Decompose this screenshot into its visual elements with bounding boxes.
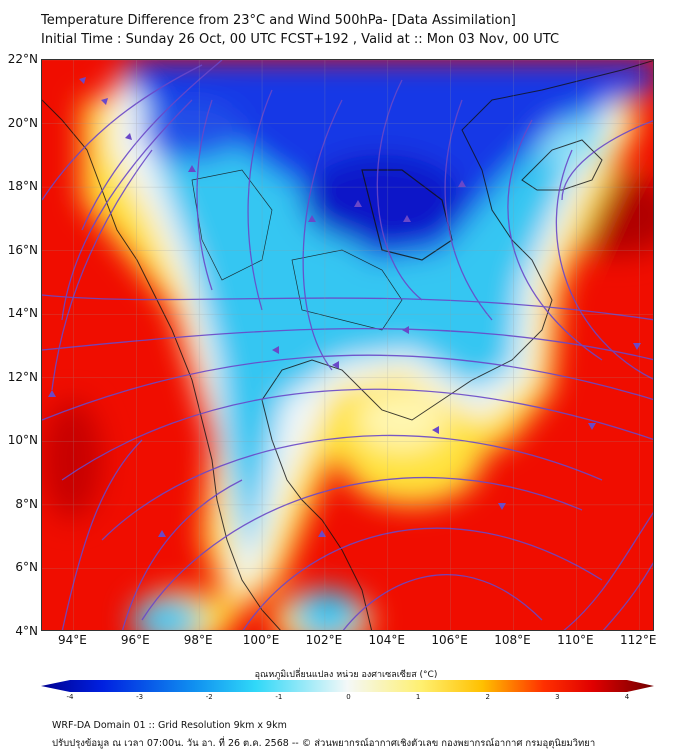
footer-model-info: WRF-DA Domain 01 :: Grid Resolution 9km … xyxy=(52,720,287,731)
lon-tick-label: 110°E xyxy=(557,633,594,647)
lat-tick-label: 8°N xyxy=(15,496,38,511)
lat-tick-label: 16°N xyxy=(7,242,38,257)
colorbar-tick-label: -4 xyxy=(66,693,74,701)
map-canvas xyxy=(42,60,653,630)
colorbar-tick-label: -1 xyxy=(275,693,283,701)
colorbar-tick-label: 2 xyxy=(485,693,490,701)
graticule xyxy=(42,60,653,630)
colorbar-tick-label: 3 xyxy=(555,693,560,701)
colorbar-tick-label: -2 xyxy=(205,693,213,701)
lat-tick-label: 22°N xyxy=(7,52,38,66)
lat-tick-label: 10°N xyxy=(7,433,38,448)
lat-tick-label: 20°N xyxy=(7,115,38,130)
colorbar-tick-label: 0 xyxy=(346,693,351,701)
coastlines xyxy=(42,60,653,630)
colorbar-tick-label: -3 xyxy=(136,693,144,701)
temperature-wind-map xyxy=(41,59,654,631)
footer-credit: ปรับปรุงข้อมูล ณ เวลา 07:00น. วัน อา. ที… xyxy=(52,738,596,749)
lat-tick-label: 14°N xyxy=(7,306,38,321)
wind-streamlines xyxy=(42,60,653,630)
lat-tick-label: 18°N xyxy=(7,179,38,194)
colorbar-title: อุณหภูมิเปลี่ยนแปลง หน่วย องศาเซลเซียส (… xyxy=(254,670,438,680)
lon-tick-label: 94°E xyxy=(57,633,87,647)
lat-tick-label: 12°N xyxy=(7,369,38,384)
lon-tick-label: 104°E xyxy=(368,633,406,647)
lon-tick-label: 100°E xyxy=(242,633,280,647)
lat-tick-label: 6°N xyxy=(15,560,38,575)
colorbar-tick-label: 1 xyxy=(415,693,421,701)
map-subtitle: Initial Time : Sunday 26 Oct, 00 UTC FCS… xyxy=(41,32,560,47)
lon-tick-label: 102°E xyxy=(305,633,343,647)
streamline-arrows xyxy=(48,77,641,537)
lon-tick-label: 108°E xyxy=(494,633,531,647)
lon-tick-label: 98°E xyxy=(183,633,213,647)
lat-tick-label: 4°N xyxy=(15,624,38,638)
lon-tick-label: 112°E xyxy=(620,633,657,647)
lon-tick-label: 106°E xyxy=(431,633,468,647)
map-title: Temperature Difference from 23°C and Win… xyxy=(41,13,516,28)
colorbar xyxy=(41,680,654,692)
colorbar-tick-label: 4 xyxy=(624,693,630,701)
lon-tick-label: 96°E xyxy=(120,633,150,647)
temperature-field xyxy=(42,60,653,630)
